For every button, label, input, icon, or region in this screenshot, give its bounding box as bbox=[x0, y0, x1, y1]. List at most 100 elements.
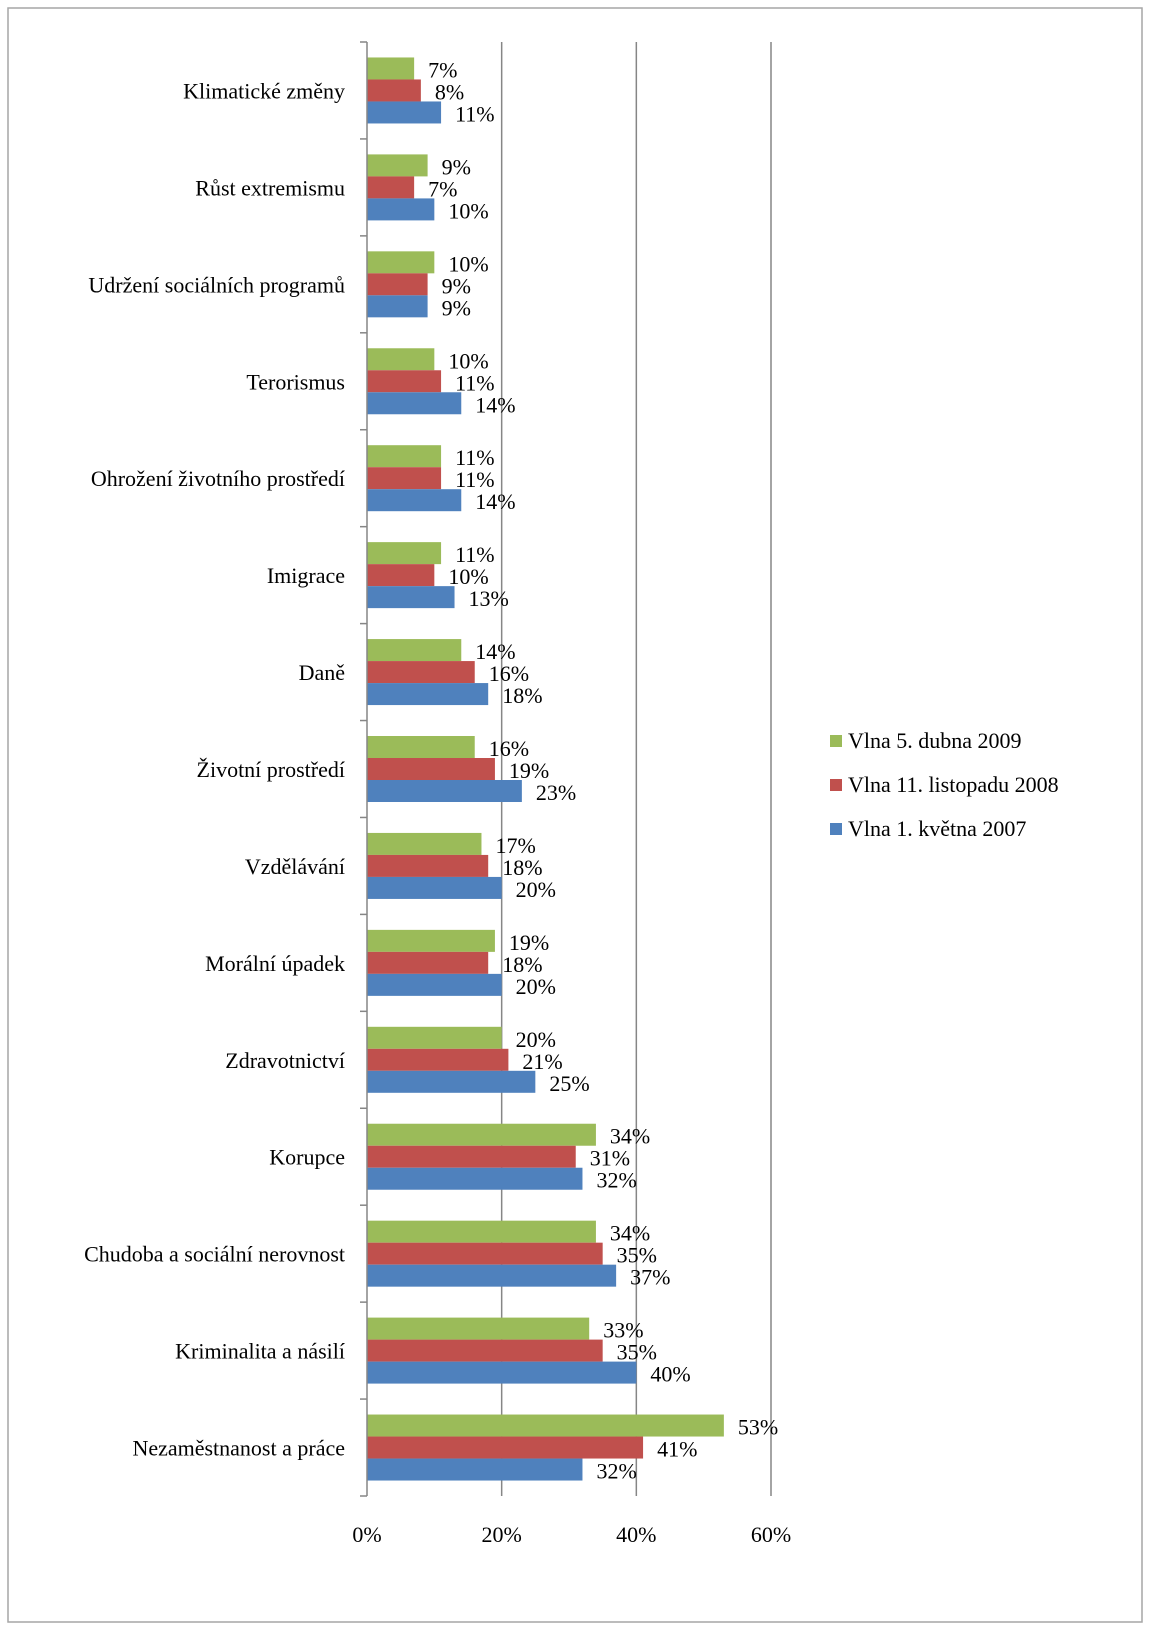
data-label: 34% bbox=[610, 1124, 650, 1149]
data-label: 34% bbox=[610, 1221, 650, 1246]
data-label: 33% bbox=[603, 1318, 643, 1343]
bar bbox=[367, 295, 428, 318]
data-label: 18% bbox=[502, 952, 542, 977]
data-label: 32% bbox=[596, 1168, 636, 1193]
data-label: 19% bbox=[509, 758, 549, 783]
data-label: 53% bbox=[738, 1415, 778, 1440]
bar bbox=[367, 489, 462, 512]
bar bbox=[367, 57, 415, 80]
category-label: Vzdělávání bbox=[245, 854, 345, 879]
data-label: 9% bbox=[442, 154, 471, 179]
bar bbox=[367, 1242, 603, 1265]
data-label: 20% bbox=[516, 1027, 556, 1052]
bar bbox=[367, 832, 482, 855]
bar bbox=[367, 854, 489, 877]
data-label: 8% bbox=[435, 79, 464, 104]
bar bbox=[367, 929, 495, 952]
category-label: Daně bbox=[299, 660, 345, 685]
bar bbox=[367, 973, 502, 996]
data-label: 25% bbox=[549, 1071, 589, 1096]
category-label: Ohrožení životního prostředí bbox=[91, 466, 345, 491]
bar bbox=[367, 661, 475, 684]
bar bbox=[367, 780, 522, 802]
bar bbox=[367, 1458, 583, 1481]
data-label: 10% bbox=[448, 251, 488, 276]
category-label: Kriminalita a násilí bbox=[175, 1339, 345, 1364]
bar bbox=[367, 79, 421, 102]
data-label: 14% bbox=[475, 639, 515, 664]
bar bbox=[367, 251, 435, 274]
data-label: 21% bbox=[522, 1049, 562, 1074]
legend-label: Vlna 5. dubna 2009 bbox=[848, 728, 1022, 753]
bar bbox=[367, 1167, 583, 1190]
category-label: Terorismus bbox=[246, 369, 345, 394]
category-label: Klimatické změny bbox=[183, 78, 345, 103]
bar bbox=[367, 1264, 617, 1287]
category-label: Životní prostředí bbox=[197, 757, 345, 782]
x-tick-label: 0% bbox=[352, 1522, 381, 1547]
data-label: 37% bbox=[630, 1265, 670, 1290]
data-label: 11% bbox=[455, 467, 495, 492]
bar bbox=[367, 273, 428, 296]
bar bbox=[367, 951, 489, 974]
legend-swatch bbox=[830, 823, 842, 835]
bars bbox=[367, 57, 724, 1481]
x-tick-label: 40% bbox=[616, 1522, 656, 1547]
bar bbox=[367, 392, 462, 415]
bar bbox=[367, 542, 442, 565]
data-label: 35% bbox=[617, 1340, 657, 1365]
data-label: 9% bbox=[442, 295, 471, 320]
bar bbox=[367, 101, 442, 124]
data-label: 10% bbox=[448, 564, 488, 589]
bar bbox=[367, 176, 415, 199]
data-label: 19% bbox=[509, 930, 549, 955]
data-label: 11% bbox=[455, 542, 495, 567]
data-label: 18% bbox=[502, 855, 542, 880]
data-label: 7% bbox=[428, 176, 457, 201]
legend: Vlna 5. dubna 2009 Vlna 11. listopadu 200… bbox=[830, 728, 1059, 841]
data-label: 14% bbox=[475, 489, 515, 514]
x-tick-label: 60% bbox=[751, 1522, 791, 1547]
data-label: 10% bbox=[448, 198, 488, 223]
data-label: 31% bbox=[590, 1146, 630, 1171]
data-label: 18% bbox=[502, 683, 542, 708]
bar bbox=[367, 348, 435, 371]
bar bbox=[367, 758, 495, 780]
bar bbox=[367, 564, 435, 587]
bar bbox=[367, 639, 462, 662]
bar bbox=[367, 370, 442, 393]
bar bbox=[367, 1220, 596, 1243]
data-label: 20% bbox=[516, 974, 556, 999]
bar bbox=[367, 876, 502, 899]
data-label: 17% bbox=[495, 833, 535, 858]
legend-swatch bbox=[830, 735, 842, 747]
category-label: Růst extremismu bbox=[195, 175, 345, 200]
data-label: 40% bbox=[650, 1362, 690, 1387]
category-label: Udržení sociálních programů bbox=[88, 272, 345, 297]
bar bbox=[367, 1414, 724, 1437]
category-label: Nezaměstnanost a práce bbox=[132, 1436, 345, 1461]
data-label: 7% bbox=[428, 57, 457, 82]
bar bbox=[367, 198, 435, 221]
bar bbox=[367, 1048, 509, 1071]
bar bbox=[367, 1436, 644, 1459]
data-label: 23% bbox=[536, 780, 576, 805]
bar bbox=[367, 736, 475, 758]
data-label: 13% bbox=[469, 586, 509, 611]
data-label: 16% bbox=[489, 661, 529, 686]
data-label: 11% bbox=[455, 445, 495, 470]
legend-label: Vlna 1. května 2007 bbox=[848, 816, 1026, 841]
bar bbox=[367, 1339, 603, 1362]
data-label: 10% bbox=[448, 348, 488, 373]
bar bbox=[367, 467, 442, 490]
x-tick-label: 20% bbox=[482, 1522, 522, 1547]
bar bbox=[367, 1317, 590, 1340]
bar bbox=[367, 445, 442, 468]
bar bbox=[367, 1026, 502, 1049]
data-label: 41% bbox=[657, 1437, 697, 1462]
data-label: 11% bbox=[455, 370, 495, 395]
category-label: Korupce bbox=[269, 1145, 345, 1170]
